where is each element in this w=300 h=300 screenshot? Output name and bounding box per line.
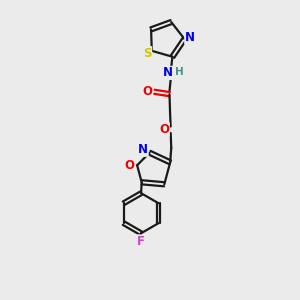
Text: S: S [143,47,152,60]
Text: F: F [137,235,145,248]
Text: N: N [162,66,172,80]
Text: O: O [125,159,135,172]
Text: O: O [159,123,169,136]
Text: N: N [185,31,195,44]
Text: O: O [143,85,153,98]
Text: N: N [138,143,148,156]
Text: H: H [175,67,184,77]
